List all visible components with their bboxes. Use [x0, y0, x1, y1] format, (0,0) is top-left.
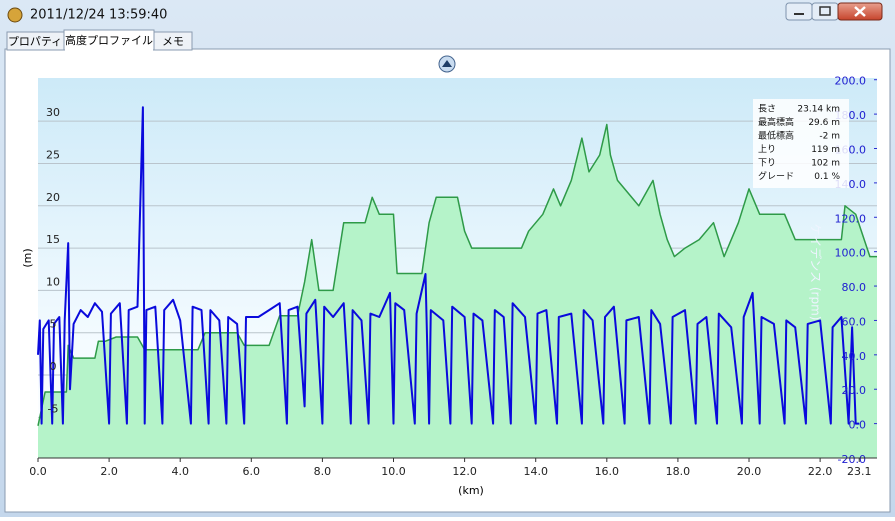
stat-value: 0.1 % — [814, 172, 840, 182]
collapse-button[interactable] — [438, 55, 456, 73]
y2-tick-label: 100.0 — [835, 247, 867, 260]
y2-tick-label: 60.0 — [842, 315, 867, 328]
y-tick-label: -5 — [48, 402, 59, 415]
marks — [37, 106, 877, 458]
tab-joint — [65, 48, 153, 51]
stat-label: 最低標高 — [758, 130, 794, 142]
y2-tick-label: 120.0 — [835, 212, 867, 225]
maximize-glyph — [819, 6, 831, 16]
collapse-arrow — [442, 60, 452, 67]
y2-tick-label: 0.0 — [849, 419, 867, 432]
x-tick-label: 2.0 — [100, 465, 118, 478]
y-tick-label: 10 — [46, 275, 60, 288]
x-tick-label: 0.0 — [29, 465, 47, 478]
y2-tick-label: -20.0 — [838, 453, 866, 466]
minimize-button[interactable] — [785, 2, 813, 21]
x-axis-title: (km) — [458, 484, 484, 497]
app-icon — [7, 7, 23, 23]
y-tick-label: 25 — [46, 148, 60, 161]
x-tick-label: 4.0 — [171, 465, 189, 478]
x-tick-label: 16.0 — [595, 465, 620, 478]
x-tick-label: 12.0 — [452, 465, 477, 478]
stat-value: 102 m — [811, 159, 840, 169]
x-tick-label: 14.0 — [523, 465, 548, 478]
x-tick-label: 20.0 — [737, 465, 762, 478]
y2-tick-label: 40.0 — [842, 350, 867, 363]
y-tick-label: 15 — [46, 233, 60, 246]
y-tick-label: 30 — [46, 106, 60, 119]
x-tick-label: 6.0 — [243, 465, 261, 478]
x-tick-label: 8.0 — [314, 465, 332, 478]
window-buttons — [785, 2, 883, 21]
stats-background — [753, 99, 849, 188]
series-line — [37, 123, 877, 426]
y2-axis-title: ケイデンス (rpm) — [809, 224, 824, 321]
x-tick-label: 23.1 — [847, 465, 872, 478]
area-fill — [38, 124, 877, 458]
stat-value: 23.14 km — [797, 105, 840, 115]
stat-label: 下り — [758, 158, 776, 169]
axes: -5 0 5 10 15 20 25 30 -20.0 0.0 20.0 40.0 60.0 80.0 10… — [29, 75, 877, 478]
stat-label: 長さ — [758, 104, 776, 115]
y2-tick-label: 80.0 — [842, 281, 867, 294]
y-tick-label: 0 — [50, 360, 57, 373]
close-glyph — [854, 6, 866, 17]
stat-value: 119 m — [811, 145, 840, 155]
stat-value: 29.6 m — [808, 118, 840, 128]
stat-label: グレード — [758, 170, 794, 182]
y-axis-title: (m) — [21, 248, 34, 267]
stat-value: -2 m — [819, 132, 840, 142]
y2-tick-label: 20.0 — [842, 384, 867, 397]
tab-strip: プロパティ 高度プロファイル メモ — [6, 29, 193, 51]
stat-label: 最高標高 — [758, 116, 794, 128]
tab-label: プロパティ — [8, 35, 62, 48]
tab-label: 高度プロファイル — [65, 33, 153, 47]
window-title: 2011/12/24 13:59:40 — [30, 8, 167, 23]
tab-label: メモ — [162, 35, 184, 48]
y2-tick-label: 200.0 — [835, 75, 867, 88]
x-tick-label: 22.0 — [808, 465, 833, 478]
tab[interactable] — [153, 31, 193, 51]
maximize-button[interactable] — [811, 2, 839, 21]
y-tick-label: 5 — [50, 318, 57, 331]
y-tick-label: 20 — [46, 191, 60, 204]
series-line — [37, 106, 860, 425]
x-tick-label: 10.0 — [381, 465, 406, 478]
x-tick-label: 18.0 — [666, 465, 691, 478]
stat-label: 上り — [758, 144, 776, 155]
